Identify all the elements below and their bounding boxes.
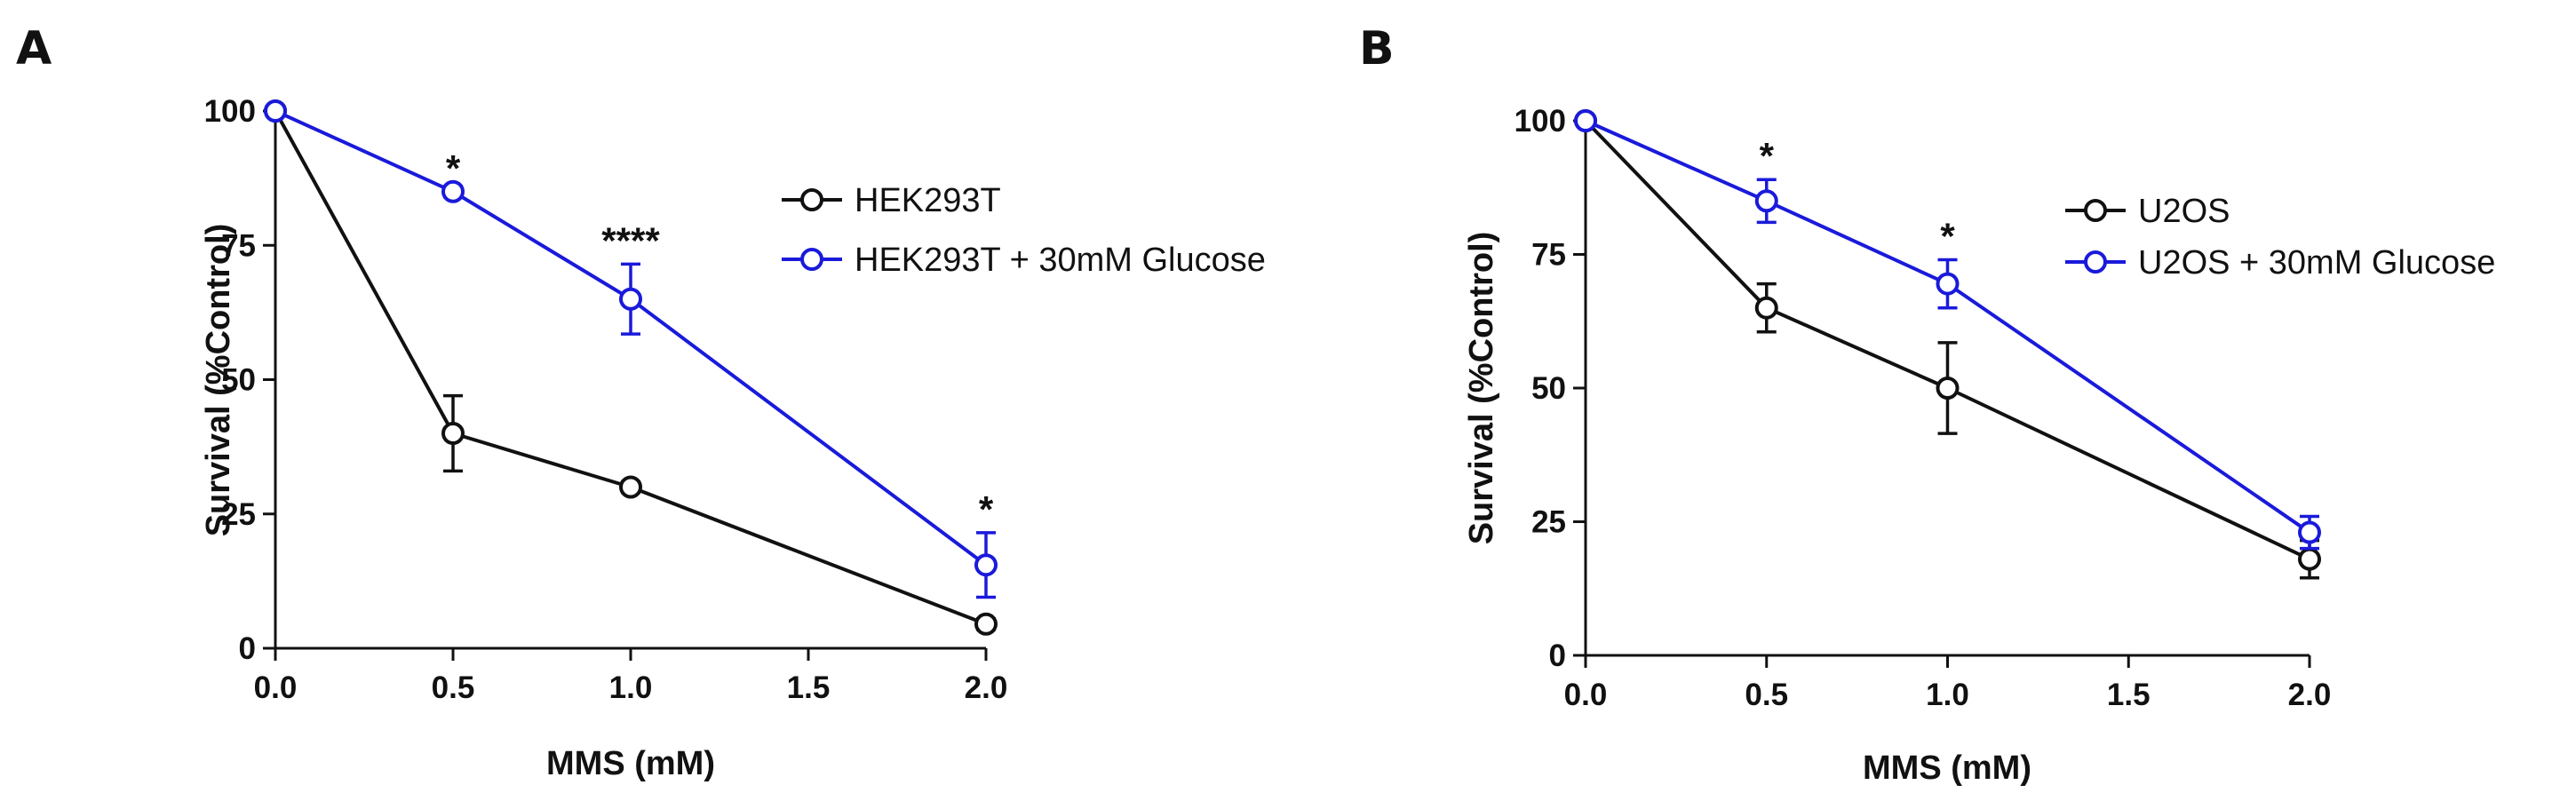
panel-b-x-axis-title: MMS (mM) [1863, 749, 2031, 787]
panel-b-x-tick-label: 1.0 [1926, 678, 1969, 712]
panel-b-x-tick-label: 2.0 [2288, 678, 2332, 712]
panel-b-x-tick-label: 1.5 [2107, 678, 2151, 712]
panel-b-y-tick-label: 0 [1549, 638, 1566, 673]
panel-letter-a: A [16, 22, 52, 75]
panel-b-data-point [2298, 547, 2321, 571]
panel-a-significance-label: * [446, 147, 461, 189]
panel-a-x-tick-label: 1.5 [787, 670, 831, 705]
panel-a-data-point [441, 179, 465, 203]
panel-b-data-point [1936, 377, 1960, 400]
panel-a-significance-label: **** [601, 219, 660, 261]
panel-b-significance-label: * [1760, 135, 1775, 177]
panel-b-data-point [1936, 272, 1960, 296]
panel-a-data-point [619, 287, 642, 311]
panel-a-series-line-1 [274, 110, 987, 626]
panel-b-legend-label: U2OS [2138, 193, 2230, 230]
panel-b-data-point [2298, 520, 2321, 544]
panel-a-data-point [441, 422, 465, 445]
panel-a-data-point [974, 553, 998, 577]
panel-b-x-tick-label: 0.5 [1745, 678, 1788, 712]
panel-b-legend-marker [2084, 250, 2107, 274]
panel-b-data-point [1754, 296, 1778, 320]
panel-a-plot: 0.0 0.5 1.0 1.5 2.00255075100******HEK293THE… [204, 94, 1266, 705]
panel-a-x-tick-label: 2.0 [965, 670, 1008, 705]
panel-b: B 0.0 0.5 1.0 1.5 2.0 0 25 50 75 100 * * U2OS U2OS + … [1359, 22, 2495, 787]
panel-a-data-point [264, 99, 287, 123]
panel-b-data-point [1754, 189, 1778, 213]
panel-b-series-line-2 [1585, 119, 2311, 535]
panel-a-y-tick-label: 100 [204, 94, 256, 129]
panel-b-series-line-1 [1584, 119, 2310, 561]
panel-a-x-axis-title: MMS (mM) [546, 745, 715, 782]
panel-a-significance-label: * [979, 488, 994, 530]
panel-a-data-point [974, 612, 998, 636]
panel-a-legend-label: HEK293T [855, 182, 1001, 219]
panel-a-legend-marker [800, 248, 823, 271]
panel-a: A 0.0 0.5 1.0 1.5 2.00255075100******HEK293T… [16, 22, 1266, 782]
panel-b-y-tick-label: 50 [1531, 371, 1566, 406]
panel-a-series-line-2 [274, 109, 988, 567]
panel-b-y-tick-label: 25 [1531, 505, 1566, 540]
panel-b-y-axis-title: Survival (%Control) [1463, 232, 1500, 545]
panel-b-y-tick-label: 100 [1515, 104, 1566, 139]
panel-a-y-tick-label: 25 [221, 497, 256, 532]
panel-a-y-tick-label: 0 [239, 631, 256, 666]
panel-a-y-tick-label: 75 [221, 228, 256, 263]
panel-b-data-point [1574, 109, 1597, 132]
panel-a-legend-marker [800, 188, 823, 211]
panel-a-x-tick-label: 1.0 [609, 670, 653, 705]
panel-b-plot: 0.0 0.5 1.0 1.5 2.0 0 25 50 75 100 * * U2OS U2OS + 30… [1515, 104, 2496, 712]
panel-letter-b: B [1359, 22, 1395, 75]
panel-b-significance-label: * [1940, 216, 1955, 258]
panel-a-y-tick-label: 50 [221, 363, 256, 398]
panel-a-x-tick-label: 0.0 [254, 670, 298, 705]
panel-b-y-tick-label: 75 [1531, 238, 1566, 273]
panel-b-x-tick-label: 0.0 [1564, 678, 1608, 712]
panel-b-legend-marker [2084, 199, 2107, 222]
panel-a-y-axis-title: Survival (%Control) [200, 224, 237, 537]
panel-a-data-point [619, 475, 642, 499]
panel-a-x-tick-label: 0.5 [432, 670, 475, 705]
panel-b-legend-label: U2OS + 30mM Glucose [2138, 244, 2495, 282]
panel-a-legend-label: HEK293T + 30mM Glucose [855, 242, 1266, 279]
